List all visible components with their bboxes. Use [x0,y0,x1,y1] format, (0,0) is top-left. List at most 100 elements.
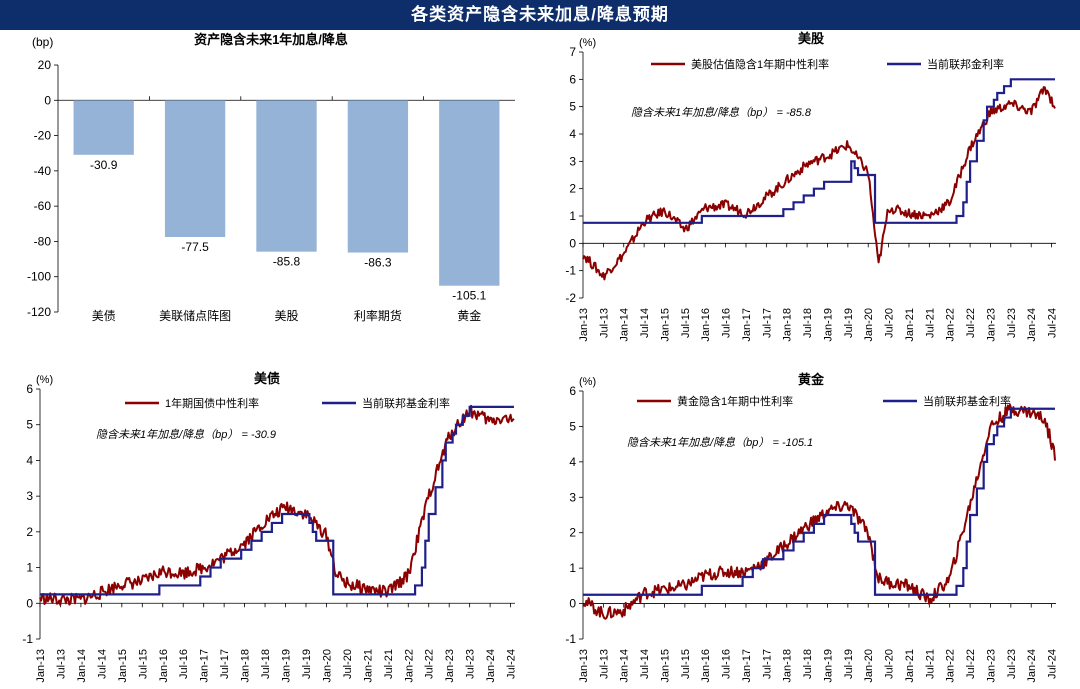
x-tick-label: Jul-16 [721,308,733,338]
x-tick-label: Jan-16 [158,649,170,683]
y-tick-label: 4 [569,127,576,141]
x-tick-label: Jan-20 [863,308,875,342]
bar-chart: 资产隐含未来1年加息/降息 (bp) 20 0 -20 -40 -60 -80 -100 -120… [27,32,515,323]
x-tick-label: Jul-18 [802,308,814,338]
y-tick-label: 0 [569,597,576,611]
y-tick-label: 4 [569,455,576,469]
y-tick-label: 6 [26,382,33,396]
x-tick-label: Jan-13 [578,649,590,683]
y-tick-label: 2 [569,182,576,196]
line-chart-ylabel: (%) [579,376,596,388]
y-tick-label: -2 [565,291,576,305]
bar-category-label: 美股 [274,309,298,323]
x-tick-label: Jan-18 [240,649,252,683]
x-tick-label: Jan-13 [35,649,47,683]
x-tick-label: Jan-15 [659,649,671,683]
x-tick-label: Jan-14 [619,649,631,683]
bar-value-label: -85.8 [273,255,301,269]
bar-category-label: 黄金 [457,308,481,323]
legend-label: 美股估值隐含1年期中性利率 [691,57,829,71]
implied-rate-line [582,86,1056,281]
x-tick-label: Jan-13 [578,308,590,342]
implied-rate-line [39,404,515,606]
y-tick-label: -100 [27,270,51,284]
bar [439,100,500,286]
bar-category-label: 美联储点阵图 [159,308,231,323]
x-tick-label: Jan-23 [444,649,456,683]
x-tick-label: Jan-16 [700,649,712,683]
implied-rate-line [582,403,1056,620]
x-tick-label: Jan-20 [321,649,333,683]
page-title: 各类资产隐含未来加息/降息预期 [0,0,1080,30]
x-tick-label: Jul-18 [260,649,272,679]
x-tick-label: Jul-19 [843,649,855,679]
x-tick-label: Jan-18 [782,649,794,683]
x-tick-label: Jan-22 [945,649,957,683]
x-tick-label: Jul-13 [598,649,610,679]
y-tick-label: -120 [27,305,51,319]
y-tick-label: 1 [569,561,576,575]
figure-canvas: 资产隐含未来1年加息/降息(bp)200-20-40-60-80-100-120… [22,31,1058,683]
x-tick-label: Jan-14 [619,308,631,342]
fed-rate-line [40,405,514,596]
legend-label: 当前联邦金利率 [927,57,1004,71]
x-tick-label: Jul-20 [884,308,896,338]
y-tick-label: -80 [34,234,52,248]
legend-label: 当前联邦基金利率 [362,396,450,410]
x-tick-label: Jan-19 [822,308,834,342]
x-tick-label: Jul-13 [55,649,67,679]
annotation-text: 隐含未来1年加息/降息（bp） = -85.8 [631,106,812,119]
x-tick-label: Jan-24 [1026,308,1038,342]
x-tick-label: Jul-22 [424,649,436,679]
bar [73,100,134,155]
x-tick-label: Jul-15 [137,649,149,679]
x-tick-label: Jan-17 [741,649,753,683]
x-tick-label: Jan-22 [403,649,415,683]
x-tick-label: Jul-14 [639,649,651,679]
x-tick-label: Jul-24 [1047,649,1059,679]
x-tick-label: Jul-22 [965,649,977,679]
x-tick-label: Jan-23 [985,649,997,683]
y-tick-label: 5 [569,419,576,433]
x-tick-label: Jul-23 [1006,649,1018,679]
x-tick-label: Jul-16 [721,649,733,679]
x-tick-label: Jul-15 [680,308,692,338]
x-tick-label: Jul-21 [383,649,395,679]
x-tick-label: Jan-17 [741,308,753,342]
x-tick-label: Jul-14 [96,649,108,679]
x-tick-label: Jan-24 [1026,649,1038,683]
line-chart-title: 黄金 [798,372,825,387]
annotation-text: 隐含未来1年加息/降息（bp） = -105.1 [627,436,813,449]
y-tick-label: -40 [34,164,52,178]
x-tick-label: Jul-19 [301,649,313,679]
x-tick-label: Jul-24 [506,649,518,679]
x-tick-label: Jul-14 [639,308,651,338]
x-tick-label: Jan-21 [904,649,916,683]
bar [256,100,317,252]
x-tick-label: Jul-18 [802,649,814,679]
x-tick-label: Jan-18 [782,308,794,342]
x-tick-label: Jan-15 [117,649,129,683]
annotation-text: 隐含未来1年加息/降息（bp） = -30.9 [96,428,276,441]
x-tick-label: Jul-13 [598,308,610,338]
y-tick-label: 5 [569,100,576,114]
x-tick-label: Jan-23 [985,308,997,342]
x-tick-label: Jan-14 [76,649,88,683]
x-tick-label: Jul-22 [965,308,977,338]
y-tick-label: 4 [26,453,33,467]
x-tick-label: Jul-20 [342,649,354,679]
bar [347,100,409,253]
y-tick-label: 0 [26,596,33,610]
line-chart-title: 美股 [798,31,824,46]
x-tick-label: Jan-15 [659,308,671,342]
y-tick-label: 1 [569,209,576,223]
x-tick-label: Jan-20 [863,649,875,683]
x-tick-label: Jul-23 [465,649,477,679]
bar-chart-ylabel: (bp) [32,35,53,49]
legend-label: 黄金隐含1年期中性利率 [677,394,793,408]
y-tick-label: -1 [22,632,33,646]
y-tick-label: -1 [565,264,576,278]
x-tick-label: Jan-24 [485,649,497,683]
